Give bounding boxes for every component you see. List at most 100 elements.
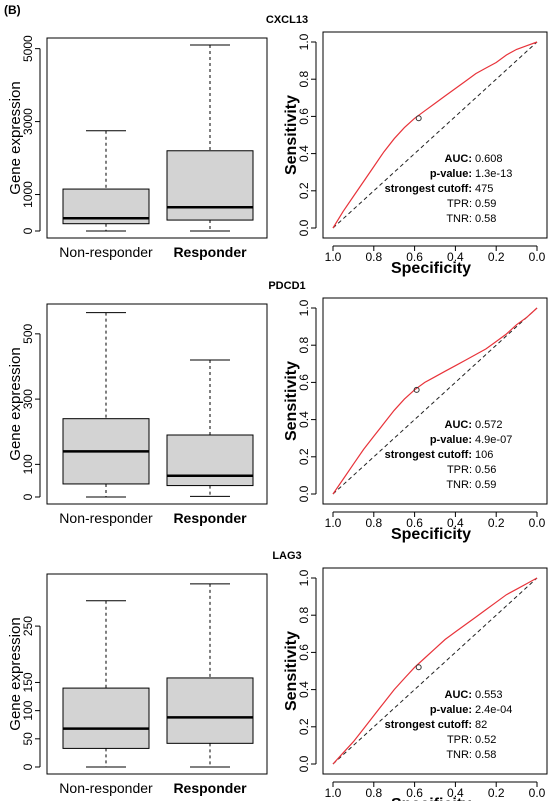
chance-diagonal [332, 41, 538, 229]
y-tick-label: 1.0 [297, 299, 311, 316]
roc-curve [332, 41, 538, 229]
y-tick-label: 1.0 [297, 33, 311, 50]
y-axis-label: Gene expression [7, 81, 24, 194]
y-tick-label: 0 [21, 763, 35, 770]
stat-value: 0.59 [475, 479, 496, 491]
panel-label: (B) [4, 3, 21, 17]
roc-panel: 1.0 0.0 0.8 0.2 0.6 0.4 0.4 0.6 0.2 0.8 0.0 1.0 Spec… [283, 567, 548, 801]
y-tick-label: 0.0 [297, 755, 311, 772]
y-tick-label: 1000 [21, 181, 35, 208]
y-tick-label: 0.6 [297, 644, 311, 661]
y-tick-label: 500 [21, 324, 35, 344]
stat-label: AUC: [445, 419, 473, 431]
stat-value: 0.59 [475, 198, 496, 210]
y-tick-label: 3000 [21, 108, 35, 135]
y-tick-label: 0.2 [297, 448, 311, 465]
stat-value: 0.58 [475, 213, 496, 225]
y-tick-label: 0.4 [297, 145, 311, 162]
chance-diagonal [332, 577, 538, 765]
cutoff-point [415, 664, 422, 671]
plot-frame [46, 303, 268, 505]
x-tick-label: 0.8 [365, 786, 382, 800]
y-tick-label: 250 [21, 616, 35, 636]
category-label: Non-responder [59, 244, 153, 260]
y-axis-label: Gene expression [7, 347, 24, 460]
x-axis-label: Specificity [391, 260, 471, 277]
y-tick-label: 5000 [21, 35, 35, 62]
y-axis-label: Sensitivity [283, 95, 300, 175]
stat-value: 0.572 [475, 419, 503, 431]
y-tick-label: 100 [21, 700, 35, 720]
y-tick-label: 50 [21, 732, 35, 746]
stat-value: 106 [475, 449, 493, 461]
plot-frame [46, 37, 268, 239]
stat-value: 4.9e-07 [475, 434, 512, 446]
roc-panel: 1.0 0.0 0.8 0.2 0.6 0.4 0.4 0.6 0.2 0.8 0.0 1.0 Spec… [283, 297, 548, 543]
y-tick-label: 0.6 [297, 108, 311, 125]
x-tick-label: 0.0 [529, 516, 546, 530]
x-axis-label: Specificity [391, 796, 471, 801]
box [166, 150, 254, 221]
stat-label: AUC: [445, 153, 473, 165]
chart-title: LAG3 [272, 550, 301, 562]
stat-label: p-value: [430, 168, 472, 180]
chart-title: PDCD1 [268, 280, 305, 292]
plot-frame [322, 567, 548, 775]
stat-label: TNR: [446, 749, 472, 761]
boxplot-panel: PDCD1 0 100 300 500 Gene expression Non-respon… [7, 280, 306, 526]
stat-label: strongest cutoff: [385, 719, 472, 731]
x-tick-label: 0.8 [365, 516, 382, 530]
stat-value: 0.52 [475, 734, 496, 746]
stat-value: 475 [475, 183, 493, 195]
category-label: Responder [173, 780, 247, 796]
stat-label: TPR: [447, 464, 472, 476]
category-label: Non-responder [59, 510, 153, 526]
plot-frame [322, 297, 548, 505]
stat-label: TPR: [447, 734, 472, 746]
y-tick-label: 0.0 [297, 219, 311, 236]
box [166, 677, 254, 744]
y-tick-label: 0.2 [297, 718, 311, 735]
stat-label: strongest cutoff: [385, 449, 472, 461]
category-label: Responder [173, 510, 247, 526]
cutoff-point [415, 115, 422, 122]
category-label: Non-responder [59, 780, 153, 796]
chart-title: CXCL13 [266, 14, 308, 26]
chance-diagonal [332, 307, 538, 495]
box [166, 434, 254, 487]
x-tick-label: 0.4 [447, 250, 464, 264]
y-tick-label: 0.2 [297, 182, 311, 199]
y-tick-label: 0.8 [297, 337, 311, 354]
y-tick-label: 100 [21, 454, 35, 474]
plot-frame [46, 573, 268, 775]
stat-label: p-value: [430, 434, 472, 446]
y-axis-label: Sensitivity [283, 361, 300, 441]
stat-label: TNR: [446, 479, 472, 491]
x-tick-label: 0.4 [447, 516, 464, 530]
x-tick-label: 0.4 [447, 786, 464, 800]
stat-label: strongest cutoff: [385, 183, 472, 195]
x-tick-label: 0.6 [406, 786, 423, 800]
stat-label: TNR: [446, 213, 472, 225]
y-tick-label: 1.0 [297, 569, 311, 586]
cutoff-point [413, 386, 420, 393]
stat-label: TPR: [447, 198, 472, 210]
y-tick-label: 0.0 [297, 485, 311, 502]
roc-curve [332, 577, 538, 765]
x-tick-label: 1.0 [325, 516, 342, 530]
x-tick-label: 0.2 [488, 516, 505, 530]
stat-value: 2.4e-04 [475, 704, 512, 716]
stat-value: 0.56 [475, 464, 496, 476]
x-tick-label: 1.0 [325, 786, 342, 800]
x-tick-label: 0.6 [406, 516, 423, 530]
y-tick-label: 0.4 [297, 411, 311, 428]
plot-frame [322, 31, 548, 239]
y-tick-label: 0 [21, 227, 35, 234]
y-tick-label: 0.8 [297, 71, 311, 88]
x-tick-label: 0.6 [406, 250, 423, 264]
y-tick-label: 0 [21, 493, 35, 500]
x-tick-label: 0.8 [365, 250, 382, 264]
y-tick-label: 0.8 [297, 607, 311, 624]
